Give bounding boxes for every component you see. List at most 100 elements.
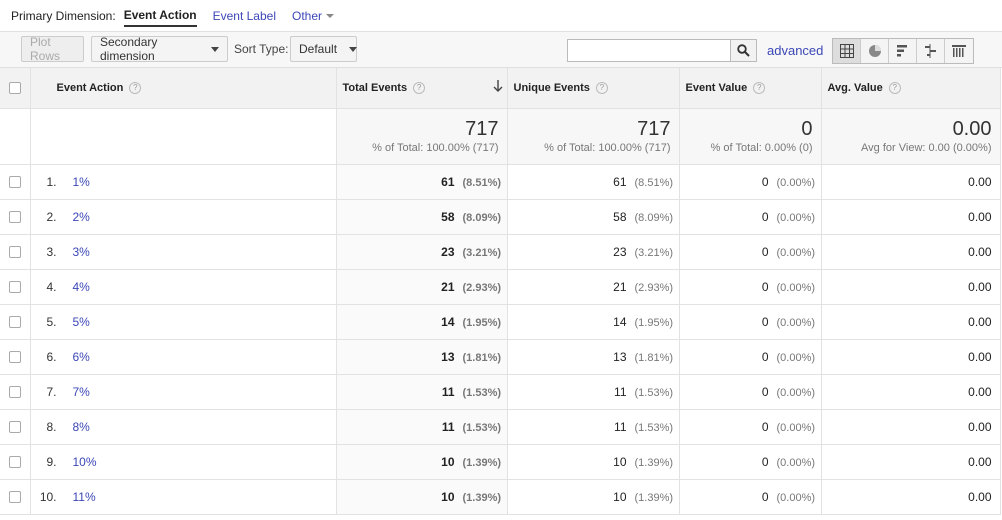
row-event-value-value: 0 <box>761 454 769 469</box>
row-unique-events-pct: (2.93%) <box>634 281 674 294</box>
row-checkbox-cell <box>0 304 31 340</box>
dimension-tab-other[interactable]: Other <box>292 9 335 23</box>
row-checkbox[interactable] <box>8 316 21 329</box>
row-checkbox[interactable] <box>8 211 21 224</box>
row-unique-events-pct: (1.39%) <box>634 456 674 469</box>
sort-type-dropdown[interactable]: Default <box>290 36 358 62</box>
row-total-events-value: 58 <box>441 209 455 224</box>
row-event-action-link[interactable]: 1% <box>72 174 90 189</box>
row-avg-value: 0.00 <box>821 269 1001 305</box>
row-checkbox[interactable] <box>8 351 21 364</box>
row-event-action-link[interactable]: 4% <box>72 279 90 294</box>
select-all-checkbox[interactable] <box>8 81 21 94</box>
help-icon[interactable]: ? <box>888 81 901 94</box>
row-total-events: 10 (1.39%) <box>336 444 508 480</box>
table-search <box>567 39 757 62</box>
row-checkbox[interactable] <box>8 386 21 399</box>
row-total-events-value: 10 <box>441 489 455 504</box>
row-event-action-link[interactable]: 7% <box>72 384 90 399</box>
plot-rows-button[interactable]: Plot Rows <box>21 35 84 63</box>
row-event-value: 0 (0.00%) <box>679 304 822 340</box>
row-checkbox[interactable] <box>8 456 21 469</box>
header-event-value[interactable]: Event Value? <box>679 68 822 109</box>
row-unique-events-pct: (1.39%) <box>634 491 674 504</box>
grid-view-icon[interactable] <box>833 39 861 63</box>
primary-dimension-bar: Primary Dimension: Event Action Event La… <box>0 0 1002 32</box>
row-event-value-value: 0 <box>761 209 769 224</box>
help-icon[interactable]: ? <box>753 81 766 94</box>
table-row: 7. 7% 11 (1.53%) 11 (1.53%) 0 (0.00%) 0.00 <box>0 374 1001 410</box>
header-event-value-label: Event Value <box>685 81 748 94</box>
row-total-events-pct: (1.39%) <box>462 456 502 469</box>
row-event-action-link[interactable]: 6% <box>72 349 90 364</box>
row-total-events: 13 (1.81%) <box>336 339 508 375</box>
row-unique-events-pct: (1.53%) <box>634 386 674 399</box>
row-unique-events-pct: (8.51%) <box>634 176 674 189</box>
row-unique-events: 10 (1.39%) <box>507 479 680 515</box>
advanced-filter-link[interactable]: advanced <box>767 43 824 58</box>
table-row: 10. 11% 10 (1.39%) 10 (1.39%) 0 (0.00%) 0.00 <box>0 479 1001 515</box>
row-event-action-link[interactable]: 11% <box>72 489 96 504</box>
row-total-events-value: 23 <box>441 244 455 259</box>
row-event-action-link[interactable]: 8% <box>72 419 90 434</box>
dimension-tab-event-label[interactable]: Event Label <box>212 8 276 23</box>
row-unique-events-pct: (3.21%) <box>634 246 674 259</box>
header-total-events[interactable]: Total Events? <box>336 68 508 109</box>
row-event-value-pct: (0.00%) <box>776 246 816 259</box>
row-total-events-pct: (3.21%) <box>462 246 502 259</box>
row-checkbox[interactable] <box>8 281 21 294</box>
header-avg-value[interactable]: Avg. Value? <box>821 68 1001 109</box>
row-total-events-pct: (8.09%) <box>462 211 502 224</box>
help-icon[interactable]: ? <box>129 81 142 94</box>
row-event-action-link[interactable]: 2% <box>72 209 90 224</box>
bar-view-icon[interactable] <box>889 39 917 63</box>
sort-type-label: Sort Type: <box>234 42 289 56</box>
row-event-value: 0 (0.00%) <box>679 234 822 270</box>
pivot-view-icon[interactable] <box>945 39 973 63</box>
row-checkbox[interactable] <box>8 421 21 434</box>
search-button[interactable] <box>730 40 756 61</box>
totals-avg-value-value: 0.00 <box>952 118 992 140</box>
row-event-value-pct: (0.00%) <box>776 211 816 224</box>
row-event-value-value: 0 <box>761 349 769 364</box>
row-checkbox[interactable] <box>8 246 21 259</box>
row-checkbox[interactable] <box>8 176 21 189</box>
help-icon[interactable]: ? <box>413 81 426 94</box>
row-unique-events-pct: (1.53%) <box>634 421 674 434</box>
header-event-action[interactable]: Event Action? <box>30 68 337 109</box>
row-unique-events-value: 11 <box>614 419 627 434</box>
row-total-events: 11 (1.53%) <box>336 374 508 410</box>
row-unique-events: 23 (3.21%) <box>507 234 680 270</box>
comparison-view-icon[interactable] <box>917 39 945 63</box>
row-event-value-pct: (0.00%) <box>776 456 816 469</box>
row-event-action-link[interactable]: 10% <box>72 454 97 469</box>
row-dimension-cell: 8. 8% <box>30 409 337 445</box>
totals-avg-value: 0.00 Avg for View: 0.00 (0.00%) <box>821 108 1001 165</box>
secondary-dimension-dropdown[interactable]: Secondary dimension <box>91 35 228 63</box>
pie-view-icon[interactable] <box>861 39 889 63</box>
view-switcher <box>832 38 974 64</box>
row-total-events-value: 61 <box>441 174 455 189</box>
row-total-events-value: 10 <box>441 454 455 469</box>
row-total-events: 21 (2.93%) <box>336 269 508 305</box>
row-total-events-pct: (1.39%) <box>462 491 502 504</box>
dimension-tab-event-action[interactable]: Event Action <box>123 8 197 27</box>
row-event-action-link[interactable]: 5% <box>72 314 90 329</box>
help-icon[interactable]: ? <box>595 81 608 94</box>
header-avg-value-label: Avg. Value <box>827 81 883 94</box>
row-rank: 8. <box>46 419 57 434</box>
row-dimension-cell: 2. 2% <box>30 199 337 235</box>
row-unique-events: 11 (1.53%) <box>507 374 680 410</box>
row-checkbox-cell <box>0 199 31 235</box>
row-event-value-value: 0 <box>761 384 769 399</box>
header-unique-events[interactable]: Unique Events? <box>507 68 680 109</box>
event-action-table: Event Action? Total Events? Unique Event… <box>0 68 1001 515</box>
row-total-events-pct: (1.53%) <box>462 421 502 434</box>
row-event-action-link[interactable]: 3% <box>72 244 90 259</box>
row-checkbox[interactable] <box>8 491 21 504</box>
row-checkbox-cell <box>0 269 31 305</box>
table-row: 9. 10% 10 (1.39%) 10 (1.39%) 0 (0.00%) 0.00 <box>0 444 1001 480</box>
search-input[interactable] <box>568 40 728 61</box>
row-unique-events: 21 (2.93%) <box>507 269 680 305</box>
row-total-events-pct: (1.53%) <box>462 386 502 399</box>
